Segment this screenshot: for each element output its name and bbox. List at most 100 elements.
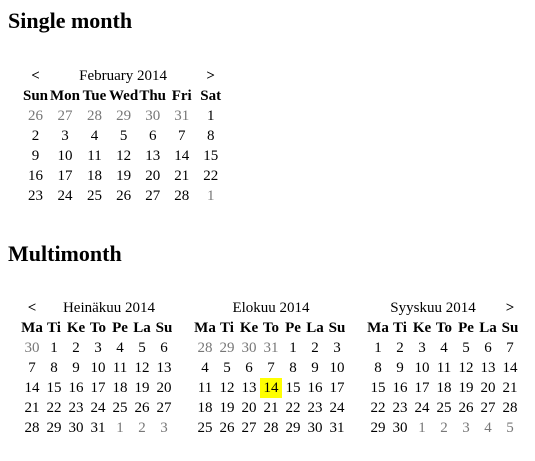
day-cell[interactable]: 27 — [145, 188, 161, 204]
day-cell[interactable]: 6 — [160, 340, 168, 356]
day-cell[interactable]: 16 — [68, 380, 84, 396]
day-cell[interactable]: 4 — [201, 360, 209, 376]
day-cell[interactable]: 3 — [94, 340, 102, 356]
other-month-day-cell[interactable]: 1 — [116, 420, 124, 436]
day-cell[interactable]: 27 — [241, 420, 257, 436]
day-cell[interactable]: 2 — [396, 340, 404, 356]
day-cell[interactable]: 25 — [87, 188, 102, 204]
day-cell[interactable]: 8 — [374, 360, 382, 376]
day-cell[interactable]: 18 — [436, 380, 452, 396]
day-cell[interactable]: 16 — [307, 380, 323, 396]
day-cell[interactable]: 8 — [206, 128, 215, 144]
other-month-day-cell[interactable]: 3 — [160, 420, 168, 436]
day-cell[interactable]: 5 — [138, 340, 146, 356]
other-month-day-cell[interactable]: 1 — [206, 188, 215, 204]
other-month-day-cell[interactable]: 27 — [57, 108, 73, 124]
day-cell[interactable]: 22 — [46, 400, 62, 416]
day-cell[interactable]: 18 — [197, 400, 213, 416]
day-cell[interactable]: 9 — [72, 360, 80, 376]
day-cell[interactable]: 4 — [116, 340, 124, 356]
other-month-day-cell[interactable]: 30 — [241, 340, 257, 356]
day-cell[interactable]: 12 — [219, 380, 235, 396]
day-cell[interactable]: 13 — [480, 360, 496, 376]
day-cell[interactable]: 25 — [112, 400, 128, 416]
day-cell[interactable]: 3 — [418, 340, 426, 356]
day-cell[interactable]: 30 — [392, 420, 408, 436]
day-cell[interactable]: 13 — [145, 148, 161, 164]
day-cell[interactable]: 27 — [156, 400, 172, 416]
day-cell[interactable]: 12 — [458, 360, 474, 376]
day-cell[interactable]: 5 — [119, 128, 128, 144]
day-cell[interactable]: 17 — [414, 380, 430, 396]
today-day-cell[interactable]: 14 — [260, 378, 282, 398]
day-cell[interactable]: 13 — [241, 380, 257, 396]
day-cell[interactable]: 15 — [203, 148, 219, 164]
other-month-day-cell[interactable]: 5 — [506, 420, 514, 436]
other-month-day-cell[interactable]: 30 — [145, 108, 161, 124]
other-month-day-cell[interactable]: 2 — [440, 420, 448, 436]
day-cell[interactable]: 10 — [90, 360, 106, 376]
day-cell[interactable]: 14 — [174, 148, 190, 164]
day-cell[interactable]: 24 — [329, 400, 345, 416]
other-month-day-cell[interactable]: 28 — [87, 108, 102, 124]
day-cell[interactable]: 10 — [329, 360, 345, 376]
day-cell[interactable]: 28 — [24, 420, 40, 436]
day-cell[interactable]: 15 — [46, 380, 62, 396]
other-month-day-cell[interactable]: 30 — [24, 340, 40, 356]
day-cell[interactable]: 25 — [436, 400, 452, 416]
day-cell[interactable]: 20 — [480, 380, 496, 396]
day-cell[interactable]: 28 — [263, 420, 279, 436]
prev-month-button[interactable]: < — [31, 68, 40, 84]
day-cell[interactable]: 15 — [370, 380, 386, 396]
other-month-day-cell[interactable]: 1 — [418, 420, 426, 436]
day-cell[interactable]: 26 — [219, 420, 235, 436]
day-cell[interactable]: 4 — [440, 340, 448, 356]
day-cell[interactable]: 16 — [28, 168, 43, 184]
day-cell[interactable]: 19 — [116, 168, 132, 184]
day-cell[interactable]: 22 — [285, 400, 301, 416]
day-cell[interactable]: 14 — [502, 360, 518, 376]
day-cell[interactable]: 27 — [480, 400, 496, 416]
day-cell[interactable]: 14 — [24, 380, 40, 396]
day-cell[interactable]: 2 — [311, 340, 319, 356]
day-cell[interactable]: 24 — [414, 400, 430, 416]
day-cell[interactable]: 21 — [174, 168, 190, 184]
day-cell[interactable]: 24 — [57, 188, 73, 204]
day-cell[interactable]: 1 — [50, 340, 58, 356]
other-month-day-cell[interactable]: 4 — [484, 420, 492, 436]
day-cell[interactable]: 22 — [203, 168, 219, 184]
day-cell[interactable]: 21 — [502, 380, 518, 396]
day-cell[interactable]: 17 — [329, 380, 345, 396]
next-month-button[interactable]: > — [505, 300, 515, 316]
day-cell[interactable]: 21 — [24, 400, 40, 416]
day-cell[interactable]: 5 — [223, 360, 231, 376]
day-cell[interactable]: 4 — [90, 128, 99, 144]
day-cell[interactable]: 23 — [392, 400, 408, 416]
day-cell[interactable]: 19 — [134, 380, 150, 396]
day-cell[interactable]: 2 — [31, 128, 40, 144]
day-cell[interactable]: 3 — [61, 128, 69, 144]
day-cell[interactable]: 31 — [329, 420, 345, 436]
day-cell[interactable]: 17 — [90, 380, 106, 396]
day-cell[interactable]: 26 — [458, 400, 474, 416]
day-cell[interactable]: 8 — [50, 360, 58, 376]
day-cell[interactable]: 12 — [116, 148, 132, 164]
day-cell[interactable]: 23 — [307, 400, 323, 416]
day-cell[interactable]: 21 — [263, 400, 279, 416]
day-cell[interactable]: 11 — [436, 360, 452, 376]
day-cell[interactable]: 9 — [31, 148, 40, 164]
day-cell[interactable]: 11 — [87, 148, 102, 164]
day-cell[interactable]: 5 — [462, 340, 470, 356]
other-month-day-cell[interactable]: 29 — [116, 108, 132, 124]
day-cell[interactable]: 29 — [46, 420, 62, 436]
day-cell[interactable]: 6 — [245, 360, 253, 376]
day-cell[interactable]: 17 — [57, 168, 73, 184]
day-cell[interactable]: 22 — [370, 400, 386, 416]
day-cell[interactable]: 15 — [285, 380, 301, 396]
day-cell[interactable]: 19 — [219, 400, 235, 416]
day-cell[interactable]: 2 — [72, 340, 80, 356]
day-cell[interactable]: 16 — [392, 380, 408, 396]
other-month-day-cell[interactable]: 2 — [138, 420, 146, 436]
day-cell[interactable]: 30 — [68, 420, 84, 436]
day-cell[interactable]: 1 — [374, 340, 382, 356]
